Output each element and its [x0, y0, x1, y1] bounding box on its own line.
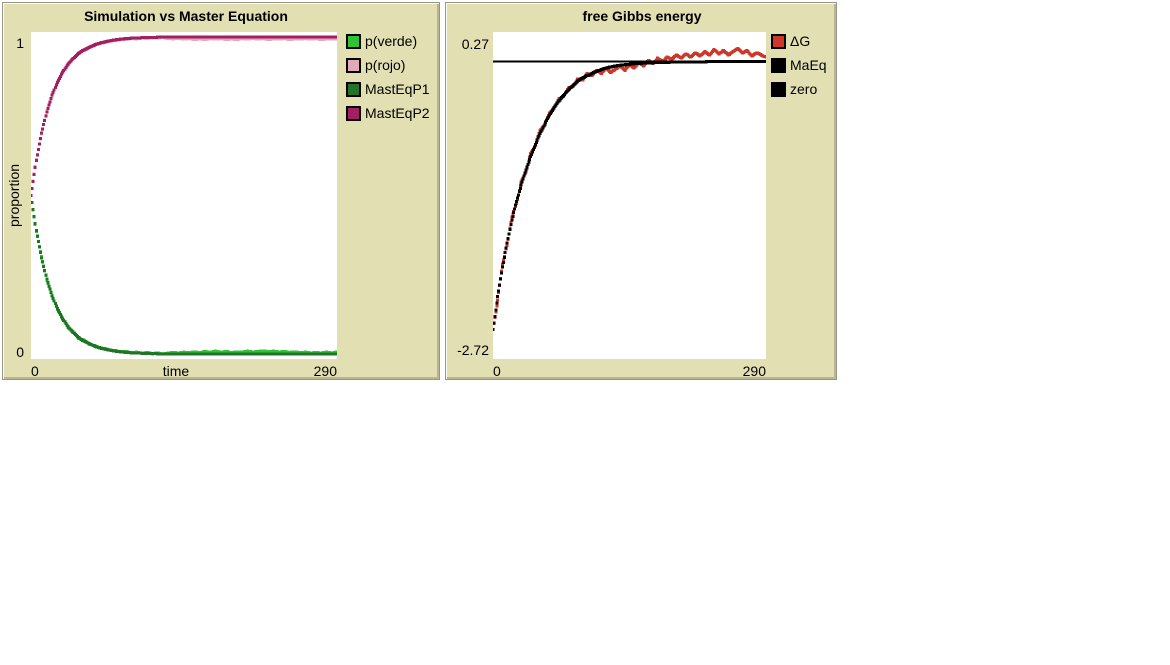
plot-canvas: [31, 35, 337, 356]
legend-label-delta-g: ΔG: [790, 33, 811, 49]
plot-canvas: [493, 46, 766, 331]
y-axis-max-tick: 0.27: [461, 36, 489, 52]
legend-item-delta-g: ΔG: [771, 29, 827, 53]
y-axis-label: proportion: [6, 163, 22, 228]
legend-label-zero: zero: [790, 81, 818, 97]
legend-label-p-verde: p(verde): [365, 33, 418, 49]
y-axis-max-tick: 1: [16, 35, 24, 51]
legend-item-p-rojo: p(rojo): [346, 53, 430, 77]
legend-item-zero: zero: [771, 77, 827, 101]
plot-widget-free-gibbs-energy: free Gibbs energy 0.27 -2.72 0 290 ΔG Ma…: [445, 2, 837, 380]
legend-label-maeq: MaEq: [790, 57, 827, 73]
legend-swatch-p-rojo: [346, 57, 361, 73]
legend-swatch-delta-g: [771, 33, 786, 49]
legend-item-masteqp1: MastEqP1: [346, 77, 430, 101]
y-axis-min-tick: 0: [16, 344, 24, 360]
x-axis-min-tick: 0: [31, 363, 39, 379]
plot-title: Simulation vs Master Equation: [84, 8, 288, 24]
legend-label-masteqp2: MastEqP2: [365, 105, 430, 121]
legend-item-masteqp2: MastEqP2: [346, 101, 430, 125]
legend-swatch-maeq: [771, 57, 786, 73]
plot-legend: p(verde) p(rojo) MastEqP1 MastEqP2: [346, 29, 430, 125]
x-axis-label: time: [162, 363, 190, 379]
plot-title: free Gibbs energy: [582, 8, 702, 24]
x-axis-max-tick: 290: [313, 363, 337, 379]
legend-swatch-masteqp2: [346, 105, 361, 121]
legend-label-p-rojo: p(rojo): [365, 57, 406, 73]
x-axis-min-tick: 0: [493, 363, 501, 379]
legend-swatch-masteqp1: [346, 81, 361, 97]
plot-widget-simulation-vs-master-equation: Simulation vs Master Equation 1 0 propor…: [2, 2, 440, 380]
legend-swatch-zero: [771, 81, 786, 97]
legend-swatch-p-verde: [346, 33, 361, 49]
x-axis-max-tick: 290: [742, 363, 766, 379]
plot-area: [31, 32, 337, 359]
legend-item-maeq: MaEq: [771, 53, 827, 77]
legend-item-p-verde: p(verde): [346, 29, 430, 53]
legend-label-masteqp1: MastEqP1: [365, 81, 430, 97]
plot-area: [493, 32, 766, 359]
y-axis-min-tick: -2.72: [457, 342, 489, 358]
plot-legend: ΔG MaEq zero: [771, 29, 827, 101]
